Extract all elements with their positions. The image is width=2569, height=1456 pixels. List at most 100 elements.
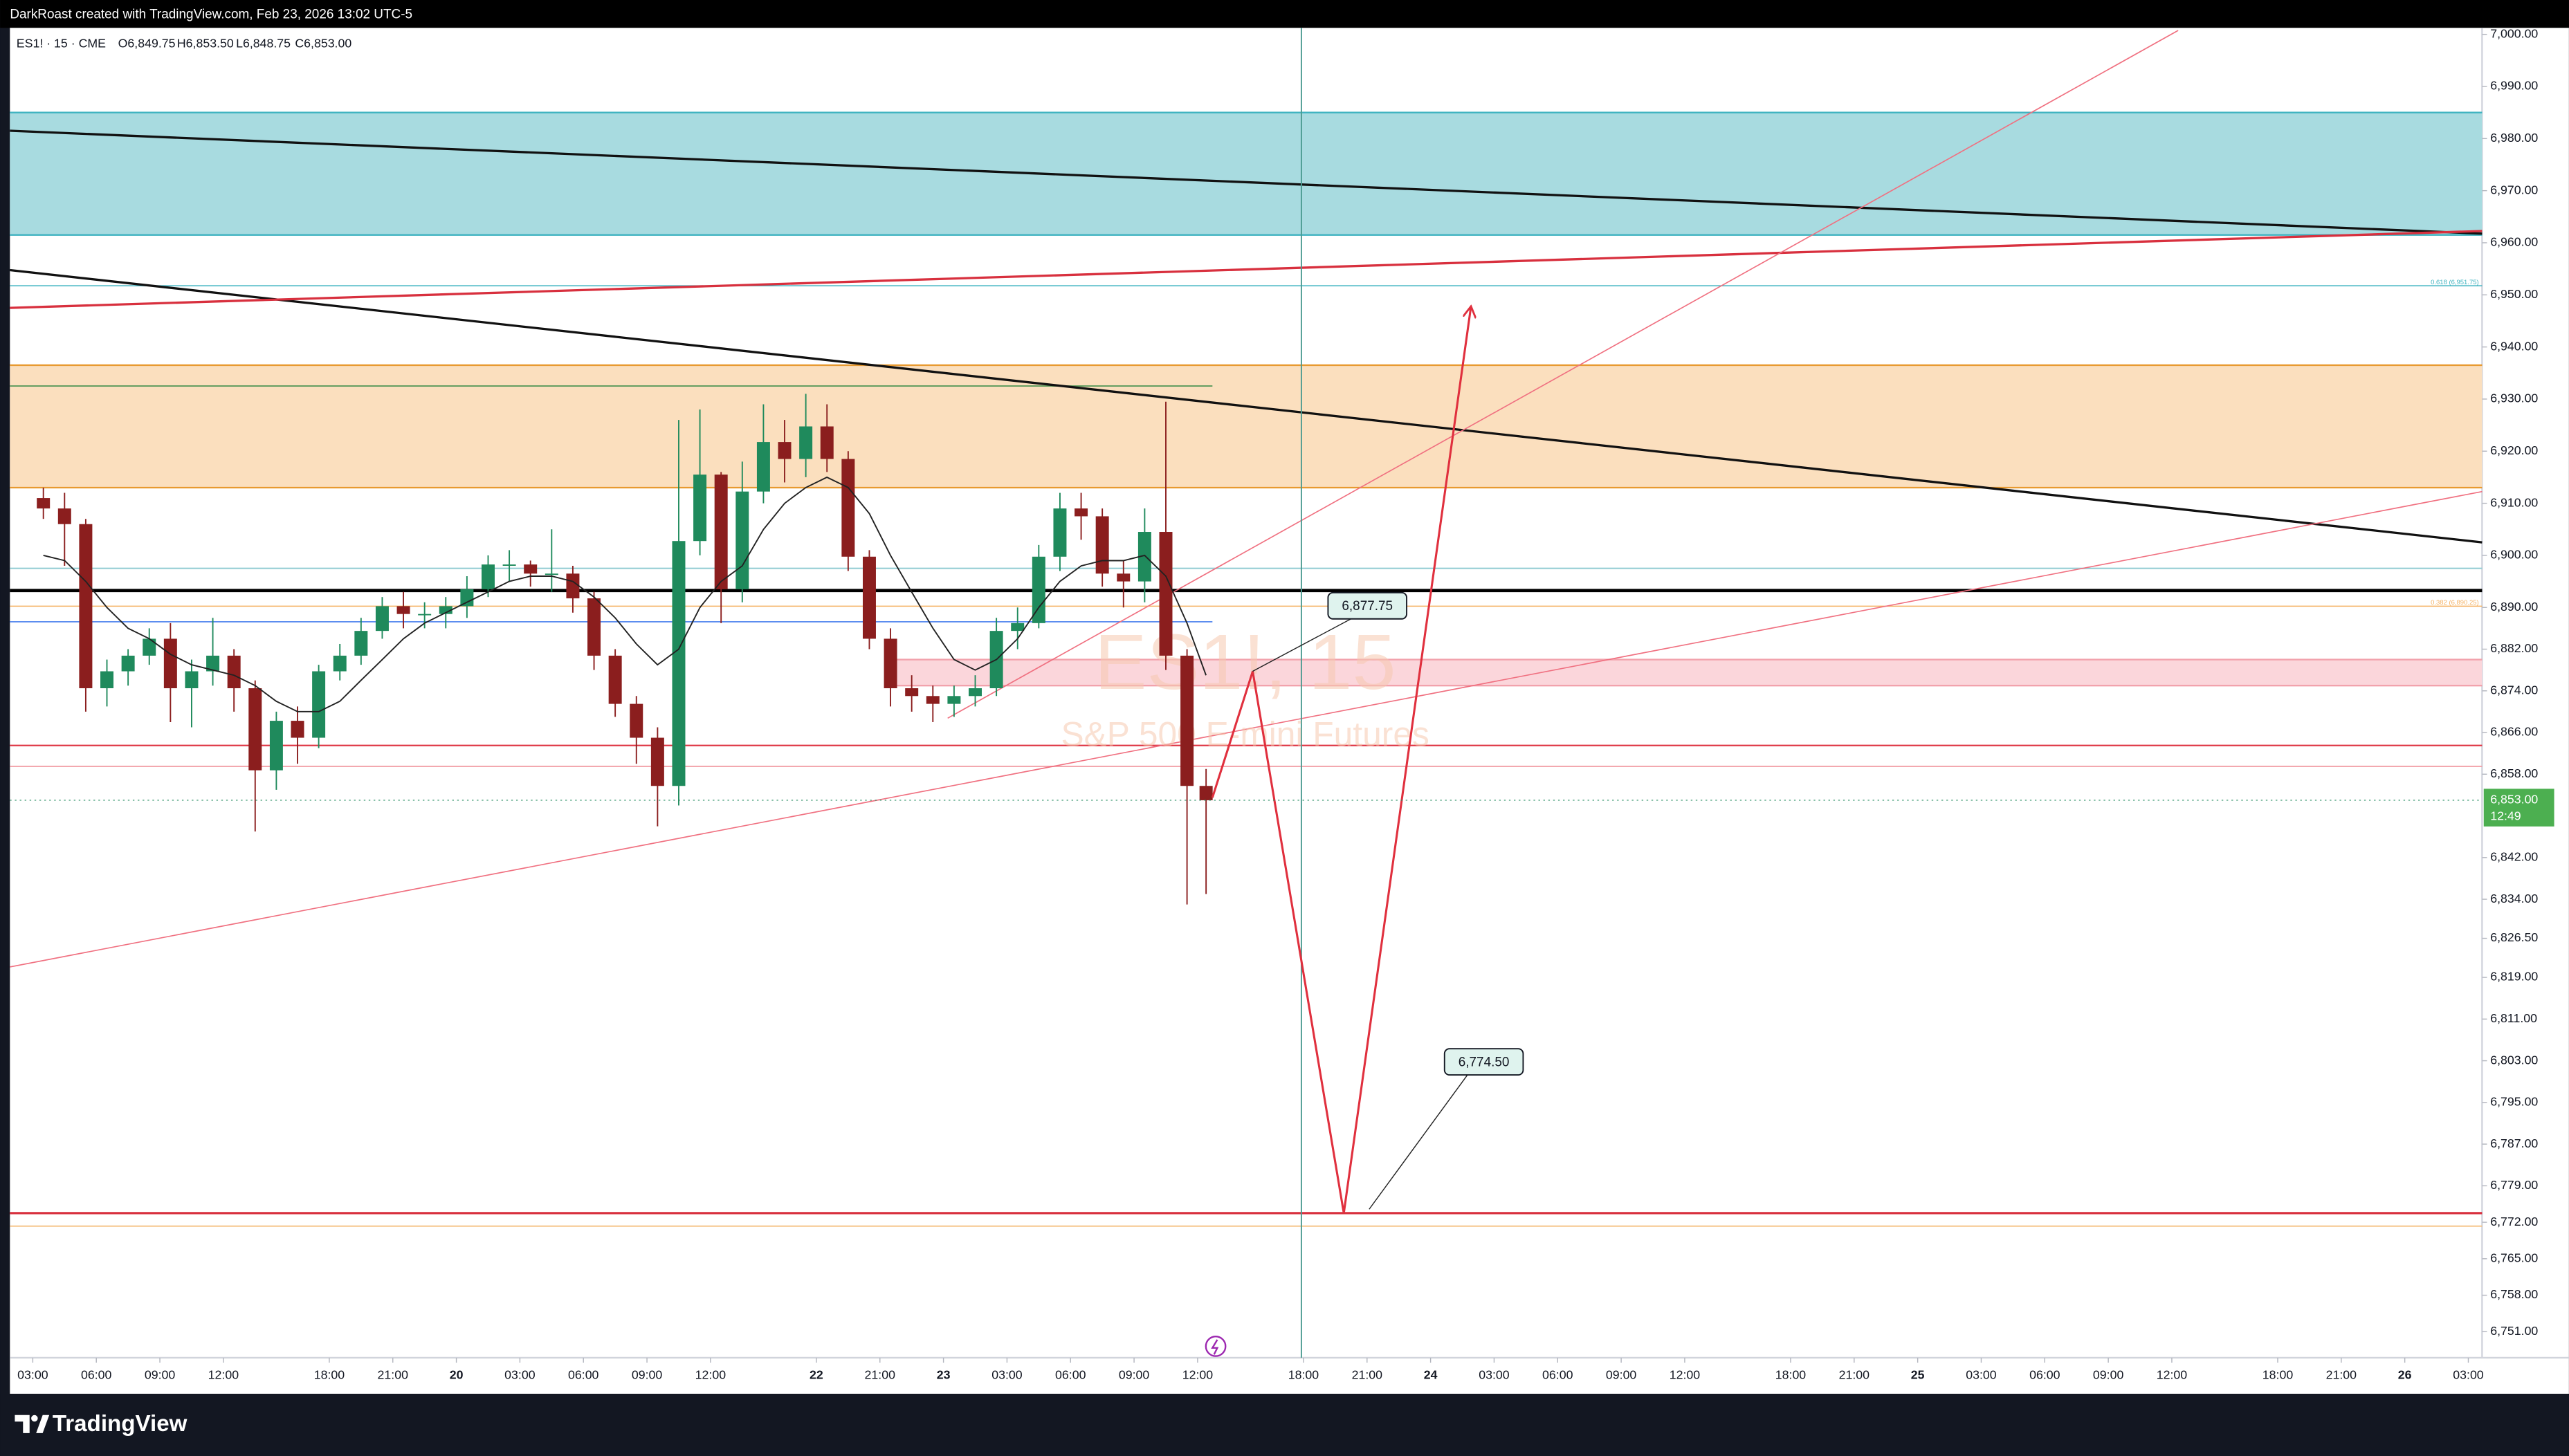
x-tick-label: 21:00 — [378, 1368, 409, 1382]
y-tick-label: 6,751.00 — [2490, 1324, 2538, 1338]
candle-body — [587, 598, 601, 656]
brand-logo[interactable] — [15, 1414, 50, 1433]
candle-body — [248, 688, 262, 771]
x-tick-label: 06:00 — [2029, 1368, 2060, 1382]
candle-body — [333, 655, 347, 672]
candle-body — [862, 556, 876, 639]
candle-body — [312, 671, 326, 738]
y-tick-label: 6,834.00 — [2490, 892, 2538, 905]
candles — [37, 394, 1213, 905]
candle-body — [566, 573, 580, 599]
y-tick-label: 6,842.00 — [2490, 849, 2538, 863]
x-tick-label: 06:00 — [1542, 1368, 1573, 1382]
x-tick-label: 06:00 — [568, 1368, 599, 1382]
zone — [10, 112, 2483, 235]
x-tick-label: 09:00 — [632, 1368, 663, 1382]
candle-body — [206, 655, 220, 672]
candle-body — [121, 655, 135, 672]
x-tick-label: 12:00 — [208, 1368, 239, 1382]
projection-arrow — [1211, 308, 1470, 1214]
x-tick-label: 21:00 — [865, 1368, 896, 1382]
x-tick-label: 18:00 — [2262, 1368, 2294, 1382]
replay-icon[interactable] — [1205, 1335, 1227, 1357]
x-tick-label: 12:00 — [1182, 1368, 1214, 1382]
callout-label: 6,877.75 — [1342, 599, 1393, 614]
zones — [10, 111, 2483, 687]
x-tick-label: 20 — [450, 1368, 464, 1382]
brand[interactable]: TradingView — [15, 1411, 188, 1437]
y-tick-label: 6,874.00 — [2490, 683, 2538, 697]
y-tick-label: 6,990.00 — [2490, 79, 2538, 93]
candle-body — [185, 671, 199, 689]
zone — [897, 659, 2483, 686]
callout-leader — [1369, 1074, 1468, 1210]
last-price-label: 6,853.00 — [2490, 793, 2538, 807]
countdown: 12:49 — [2490, 809, 2521, 822]
y-tick-label: 6,866.00 — [2490, 725, 2538, 739]
candle-body — [375, 606, 389, 632]
x-tick-label: 03:00 — [1966, 1368, 1997, 1382]
x-tick-label: 06:00 — [1055, 1368, 1086, 1382]
x-tick-label: 03:00 — [991, 1368, 1023, 1382]
y-tick-label: 6,811.00 — [2490, 1011, 2537, 1025]
candle-body — [100, 671, 114, 689]
candle-body — [969, 688, 982, 697]
callout-label: 6,774.50 — [1459, 1055, 1510, 1069]
candle-body — [1095, 516, 1109, 574]
y-tick-label: 6,826.50 — [2490, 930, 2538, 944]
x-tick-label: 21:00 — [1352, 1368, 1383, 1382]
candle-body — [926, 696, 940, 704]
y-tick-label: 6,772.00 — [2490, 1215, 2538, 1228]
candle-body — [502, 564, 516, 566]
x-tick-label: 03:00 — [2453, 1368, 2484, 1382]
candle-body — [735, 491, 749, 589]
x-tick-label: 12:00 — [1670, 1368, 1701, 1382]
y-tick-label: 6,920.00 — [2490, 443, 2538, 457]
candle-body — [37, 498, 51, 509]
candle-body — [163, 638, 177, 689]
brand-logo-dot[interactable] — [31, 1414, 38, 1422]
watermark-name: S&P 500 E-mini Futures — [1061, 715, 1429, 754]
icon-bolt[interactable] — [1211, 1339, 1219, 1355]
x-tick-label: 12:00 — [695, 1368, 726, 1382]
x-tick-label: 12:00 — [2157, 1368, 2188, 1382]
candle-body — [799, 426, 813, 459]
y-tick-label: 6,910.00 — [2490, 495, 2538, 509]
candle-body — [396, 606, 410, 614]
candle-body — [820, 426, 834, 459]
y-tick-label: 6,950.00 — [2490, 287, 2538, 301]
icon-ring[interactable] — [1205, 1335, 1227, 1357]
x-tick-label: 06:00 — [81, 1368, 112, 1382]
x-tick-label: 03:00 — [1479, 1368, 1510, 1382]
candle-body — [291, 721, 304, 738]
candle-body — [608, 655, 622, 704]
level-label: 0.618 (6,951.75) — [2431, 279, 2479, 286]
trend-line — [10, 268, 2483, 544]
x-tick-label: 09:00 — [1119, 1368, 1150, 1382]
y-tick-label: 6,930.00 — [2490, 391, 2538, 405]
symbol: ES1! · 15 · CME — [17, 37, 106, 50]
y-tick-label: 6,779.00 — [2490, 1178, 2538, 1192]
x-tick-label: 18:00 — [314, 1368, 345, 1382]
y-tick-label: 6,960.00 — [2490, 235, 2538, 249]
ohlc-open: O6,849.75 — [118, 37, 176, 50]
candle-body — [756, 442, 770, 492]
candle-body — [693, 474, 707, 542]
candle-body — [1075, 508, 1088, 517]
y-tick-label: 6,900.00 — [2490, 548, 2538, 562]
y-tick-label: 7,000.00 — [2490, 26, 2538, 40]
brand-name[interactable]: TradingView — [53, 1411, 188, 1437]
x-tick-label: 18:00 — [1775, 1368, 1807, 1382]
candle-body — [460, 589, 474, 607]
candle-body — [143, 638, 156, 656]
candle-body — [714, 474, 728, 589]
overlays: 6,877.75 6,774.50 — [1211, 308, 1524, 1214]
x-tick-label: 22 — [810, 1368, 823, 1382]
candle-body — [630, 703, 643, 738]
x-tick-label: 26 — [2398, 1368, 2412, 1382]
x-tick-label: 03:00 — [17, 1368, 48, 1382]
x-tick-label: 21:00 — [2326, 1368, 2357, 1382]
x-tick-label: 03:00 — [504, 1368, 536, 1382]
x-tick-label: 09:00 — [145, 1368, 176, 1382]
